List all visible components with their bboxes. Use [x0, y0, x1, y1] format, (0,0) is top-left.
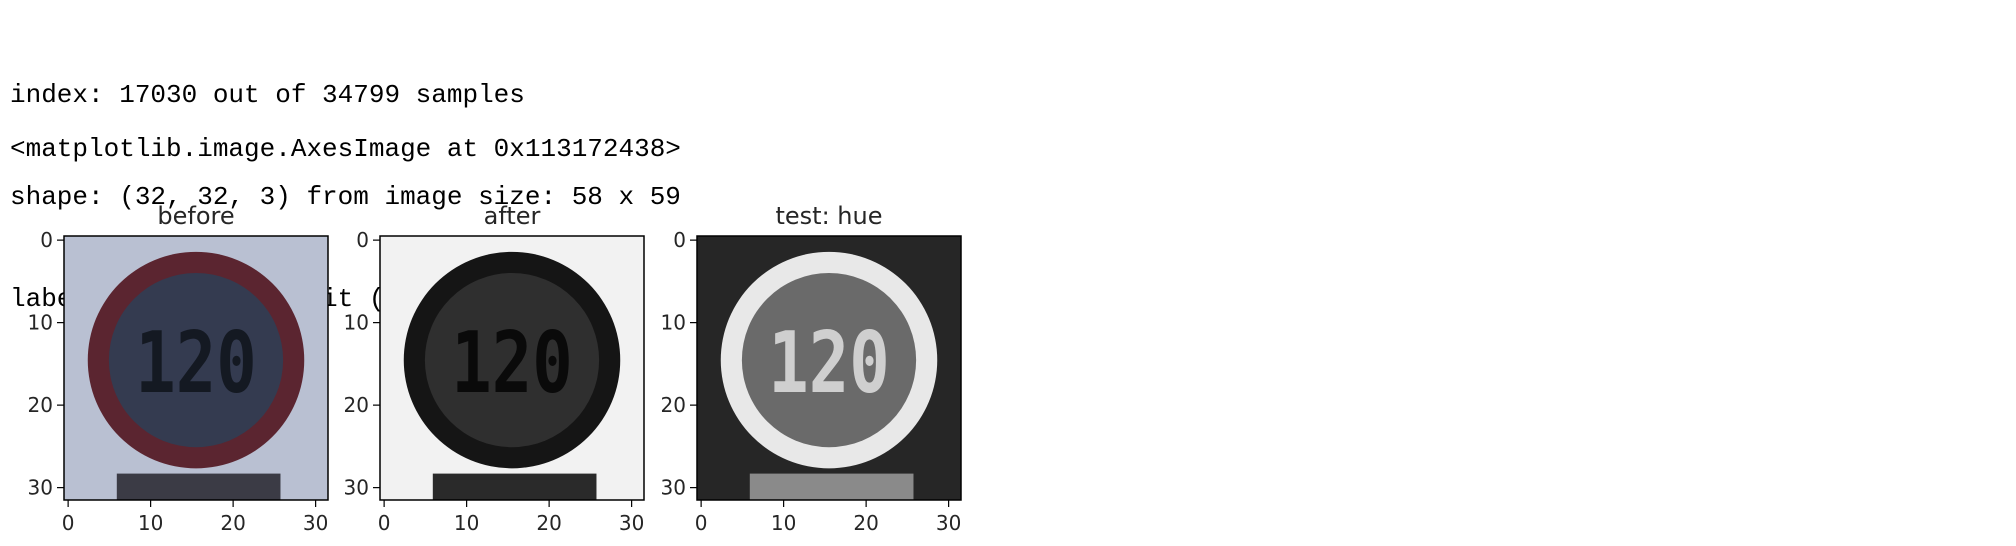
y-tick-label: 10: [661, 311, 686, 335]
y-tick-label: 20: [661, 393, 686, 417]
x-tick-label: 0: [62, 511, 75, 535]
x-tick-label: 30: [936, 511, 961, 535]
matplotlib-figure: 120 before 0 10 20 30 0 10 20 30 120 after 0 10 20 30 0 1…: [0, 190, 1000, 546]
panel-title: test: hue: [776, 202, 883, 230]
y-tick-label: 0: [356, 228, 369, 252]
y-tick-label: 30: [344, 476, 369, 500]
y-tick-label: 10: [344, 311, 369, 335]
sign-number: 120: [451, 314, 572, 412]
x-tick-label: 10: [138, 511, 163, 535]
x-tick-label: 20: [536, 511, 561, 535]
x-tick-label: 10: [771, 511, 796, 535]
sign-disc: [108, 272, 284, 448]
panel-title: after: [484, 202, 541, 230]
y-tick-label: 10: [28, 311, 53, 335]
sign-disc: [424, 272, 600, 448]
y-tick-label: 0: [40, 228, 53, 252]
sign-base: [116, 473, 281, 500]
panel-title: before: [157, 202, 234, 230]
x-tick-label: 30: [619, 511, 644, 535]
output-line-index: index: 17030 out of 34799 samples: [10, 80, 525, 110]
image-panel-3: 120 test: hue 0 10 20 30 0 10 20 30: [661, 202, 962, 535]
cell-output-repr: <matplotlib.image.AxesImage at 0x1131724…: [10, 134, 681, 164]
output-line-shape: shape: (32, 32, 3) from image size: 58 x…: [10, 182, 681, 212]
x-tick-label: 0: [695, 511, 708, 535]
sign-base: [749, 473, 914, 500]
x-tick-label: 10: [454, 511, 479, 535]
x-tick-label: 20: [220, 511, 245, 535]
sign-number: 120: [768, 314, 889, 412]
y-tick-label: 20: [344, 393, 369, 417]
sign-number: 120: [135, 314, 256, 412]
image-panel-1: 120 before 0 10 20 30 0 10 20 30: [28, 202, 329, 535]
image-panel-2: 120 after 0 10 20 30 0 10 20 30: [344, 202, 645, 535]
panel-image: 120: [380, 236, 644, 500]
y-tick-label: 30: [28, 476, 53, 500]
x-tick-label: 0: [378, 511, 391, 535]
y-tick-label: 20: [28, 393, 53, 417]
axes-frame: [63, 235, 329, 501]
sign-disc: [741, 272, 917, 448]
axes-frame: [696, 235, 962, 501]
y-tick-label: 0: [673, 228, 686, 252]
panel-image: 120: [64, 236, 328, 500]
panel-image: 120: [697, 236, 961, 500]
y-tick-label: 30: [661, 476, 686, 500]
sign-base: [432, 473, 597, 500]
x-tick-label: 20: [853, 511, 878, 535]
x-tick-label: 30: [303, 511, 328, 535]
axes-frame: [379, 235, 645, 501]
